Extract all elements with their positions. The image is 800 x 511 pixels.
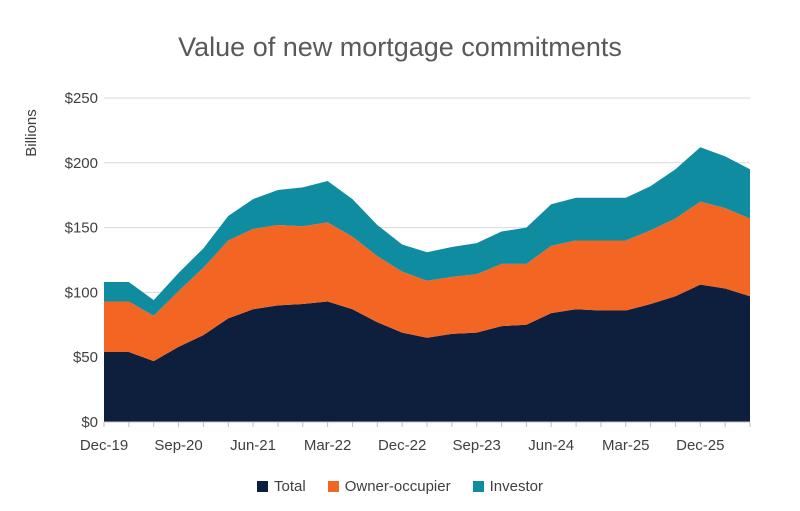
legend-item: Investor (472, 478, 543, 495)
x-tick-label: Jun-21 (230, 437, 276, 454)
legend-swatch (257, 481, 269, 492)
x-tick-label: Dec-22 (378, 437, 426, 454)
y-tick-labels: $0 $50 $100 $150 $200 $250 (65, 90, 98, 431)
y-tick-label: $200 (65, 155, 98, 172)
y-tick-label: $50 (73, 349, 98, 366)
y-tick-label: $150 (65, 220, 98, 237)
y-tick-label: $100 (65, 284, 98, 301)
legend-swatch (327, 481, 339, 492)
x-axis (103, 421, 751, 427)
x-tick-label: Sep-20 (154, 437, 202, 454)
legend: Total Owner-occupier Investor (0, 478, 800, 495)
y-axis-title: Billions (23, 109, 40, 157)
legend-label: Investor (489, 478, 543, 495)
x-tick-label: Mar-22 (304, 437, 352, 454)
x-tick-label: Jun-24 (528, 437, 574, 454)
legend-item: Total (257, 478, 306, 495)
legend-item: Owner-occupier (327, 478, 451, 495)
legend-swatch (472, 481, 484, 492)
x-tick-labels: Dec-19 Sep-20 Jun-21 Mar-22 Dec-22 Sep-23 Jun-… (80, 437, 725, 454)
y-tick-label: $250 (65, 90, 98, 107)
x-tick-label: Sep-23 (453, 437, 501, 454)
area-total (104, 284, 750, 422)
x-tick-label: Dec-25 (676, 437, 724, 454)
series-areas (104, 147, 750, 422)
x-tick-label: Dec-19 (80, 437, 128, 454)
legend-label: Owner-occupier (344, 478, 451, 495)
x-tick-label: Mar-25 (602, 437, 650, 454)
chart-title: Value of new mortgage commitments (178, 32, 622, 62)
legend-label: Total (274, 478, 306, 495)
area-investor (104, 147, 750, 316)
y-tick-label: $0 (81, 414, 98, 431)
area-owner-occupier (104, 201, 750, 362)
